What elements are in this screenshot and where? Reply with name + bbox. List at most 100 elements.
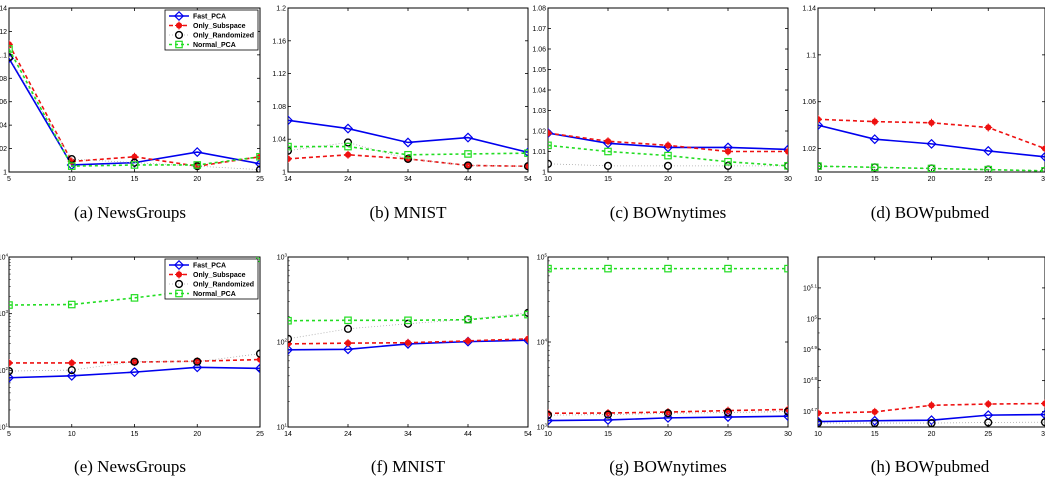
marker-fast-pca	[402, 137, 414, 148]
marker-fast-pca	[288, 344, 294, 355]
marker-normal-pca	[288, 316, 292, 325]
x-tick-label: 25	[724, 176, 732, 183]
y-tick-exponent: 4.8	[811, 376, 818, 381]
y-tick-exponent: 4	[5, 253, 8, 258]
x-tick-label: 20	[664, 176, 672, 183]
marker-normal-pca	[404, 316, 412, 325]
y-tick-label: 1.08	[0, 76, 7, 83]
y-tick-label: 1	[3, 170, 7, 177]
x-tick-label: 24	[344, 431, 352, 438]
marker-normal-pca	[664, 151, 672, 160]
marker-only-randomized	[663, 161, 673, 170]
marker-only-randomized	[548, 159, 553, 168]
series-line-fast-pca	[548, 415, 788, 422]
y-tick-label: 1.04	[0, 123, 7, 130]
x-tick-label: 34	[404, 431, 412, 438]
marker-normal-pca	[524, 310, 528, 319]
marker-fast-pca	[782, 144, 788, 155]
y-tick-label: 1.01	[532, 149, 546, 156]
marker-only-randomized	[523, 162, 528, 171]
y-tick-exponent: 5	[544, 253, 547, 258]
marker-normal-pca	[548, 141, 552, 150]
y-tick-label: 104	[0, 253, 8, 262]
series-line-normal-pca	[288, 145, 528, 156]
marker-fast-pca	[722, 411, 734, 423]
marker-normal-pca	[928, 223, 934, 229]
marker-normal-pca	[815, 223, 821, 229]
chart-panel-4: 10 15 20 25 30 1.02 1.06 1.1 1.14 (d) BOWpubmed	[802, 6, 1045, 222]
x-tick-label: 15	[604, 431, 612, 438]
x-tick-label: 25	[256, 431, 264, 438]
x-tick-label: 15	[604, 176, 612, 183]
marker-fast-pca	[818, 120, 824, 131]
y-tick-label: 1.02	[532, 129, 546, 136]
marker-only-randomized	[927, 418, 936, 427]
marker-fast-pca	[192, 362, 203, 373]
x-tick-label: 25	[724, 431, 732, 438]
series-line-fast-pca	[288, 119, 528, 154]
marker-fast-pca	[662, 412, 674, 423]
series-group	[815, 223, 1045, 427]
y-tick-exponent: 4	[544, 338, 547, 343]
y-tick-label: 104.7	[803, 407, 818, 416]
marker-normal-pca	[724, 157, 732, 166]
chart-caption: (a) NewsGroups	[74, 203, 186, 222]
series-line-only-randomized	[9, 353, 260, 372]
y-tick-exponent: 4.9	[811, 345, 818, 350]
chart-caption: (g) BOWnytimes	[609, 457, 727, 476]
y-tick-label: 101	[0, 423, 8, 432]
x-tick-label: 54	[524, 431, 532, 438]
series-group	[288, 308, 528, 355]
marker-normal-pca	[604, 147, 612, 156]
marker-normal-pca	[818, 162, 822, 170]
x-tick-label: 10	[544, 431, 552, 438]
y-tick-label: 1.04	[272, 137, 286, 144]
x-tick-label: 15	[871, 176, 879, 183]
y-tick-label: 1.14	[802, 6, 816, 13]
marker-normal-pca	[175, 40, 183, 49]
x-tick-label: 34	[404, 176, 412, 183]
series-group	[548, 264, 788, 426]
marker-only-randomized	[130, 357, 139, 366]
y-tick-exponent: 1	[284, 423, 287, 428]
x-tick-label: 54	[524, 176, 532, 183]
marker-only-randomized	[343, 324, 353, 333]
y-tick-label: 104.9	[803, 345, 818, 354]
chart-caption: (d) BOWpubmed	[871, 203, 990, 222]
marker-fast-pca	[129, 367, 140, 378]
x-tick-label: 44	[464, 176, 472, 183]
marker-only-randomized	[818, 418, 823, 427]
marker-fast-pca	[1039, 409, 1045, 420]
marker-only-randomized	[193, 357, 202, 366]
y-tick-exponent: 3	[544, 423, 547, 428]
legend-label-fast-pca: Fast_PCA	[193, 14, 226, 21]
series-line-fast-pca	[9, 366, 260, 379]
marker-normal-pca	[193, 161, 202, 169]
series-line-normal-pca	[818, 165, 1045, 172]
marker-only-randomized	[343, 138, 353, 147]
x-tick-label: 15	[131, 431, 139, 438]
marker-normal-pca	[67, 300, 76, 309]
plot-frame	[547, 256, 789, 428]
marker-only-randomized	[603, 410, 613, 419]
series-group	[288, 115, 528, 171]
series-group	[818, 115, 1045, 172]
series-line-only-randomized	[288, 312, 528, 340]
legend-label-normal-pca: Normal_PCA	[193, 291, 236, 298]
x-tick-label: 20	[664, 431, 672, 438]
marker-fast-pca	[254, 158, 260, 169]
y-tick-label: 1.12	[0, 29, 7, 36]
marker-only-randomized	[870, 418, 879, 427]
x-tick-label: 20	[193, 431, 201, 438]
y-tick-exponent: 4.7	[811, 407, 818, 412]
y-tick-label: 1.06	[802, 99, 816, 106]
y-tick-label: 104	[537, 338, 548, 347]
y-tick-label: 105	[537, 253, 548, 262]
y-tick-label: 1.1	[806, 52, 816, 59]
x-tick-label: 30	[784, 176, 792, 183]
marker-fast-pca	[288, 115, 294, 126]
y-tick-label: 1.02	[802, 146, 816, 153]
x-tick-label: 20	[928, 176, 936, 183]
chart-caption: (c) BOWnytimes	[610, 203, 727, 222]
marker-normal-pca	[524, 149, 528, 157]
